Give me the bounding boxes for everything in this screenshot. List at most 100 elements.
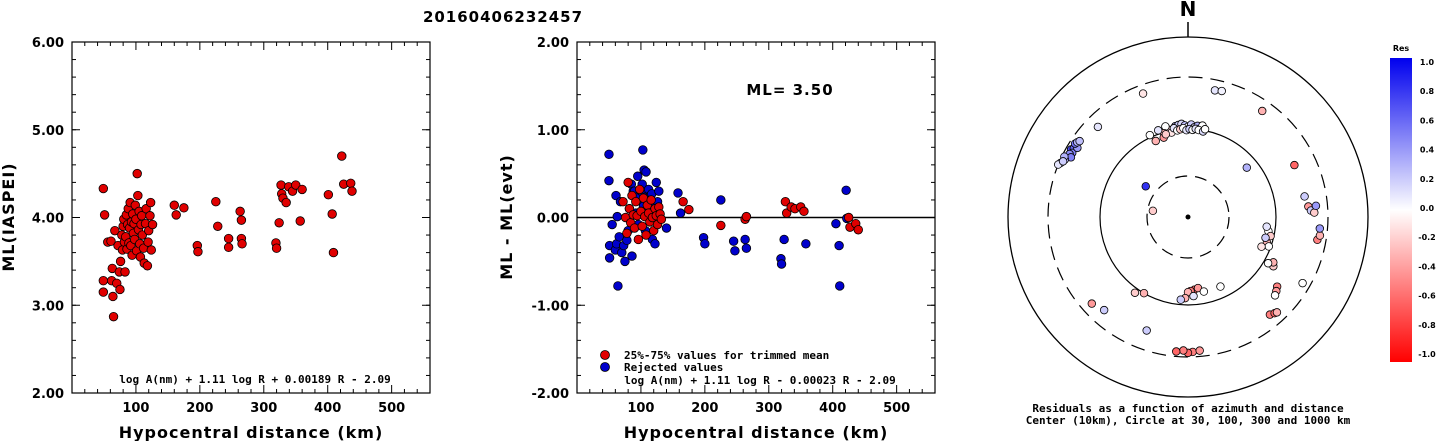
station-marker [1264, 242, 1274, 251]
data-point [327, 209, 337, 219]
colorbar-tick-label: -0.4 [1418, 262, 1436, 271]
trimmed-point [646, 195, 656, 205]
trimmed-point [631, 197, 641, 207]
data-point [347, 186, 357, 196]
station-marker [1261, 233, 1270, 242]
colorbar-tick-label: 0.4 [1420, 146, 1435, 155]
station-marker [1311, 201, 1321, 211]
x-tick-label: 300 [755, 401, 782, 416]
trimmed-point [634, 184, 645, 195]
legend: 25%-75% values for trimmed mean Rejected… [600, 349, 829, 374]
data-point [137, 230, 148, 240]
station-marker [1161, 122, 1170, 131]
data-point [108, 291, 118, 302]
x-tick-label: 100 [122, 401, 149, 416]
data-point [223, 242, 234, 253]
x-axis-label: Hypocentral distance (km) [119, 423, 384, 441]
rejected-point [627, 251, 637, 261]
trimmed-point [641, 230, 651, 240]
epicenter-dot [1185, 214, 1191, 220]
data-point [132, 168, 142, 179]
x-tick-label: 300 [250, 401, 277, 416]
rejected-point [654, 186, 664, 196]
data-point [115, 284, 125, 295]
formula-text: log A(nm) + 1.11 log R + 0.00189 R - 2.0… [119, 373, 391, 386]
data-point [108, 311, 119, 322]
trimmed-point [678, 197, 688, 207]
rejected-point [604, 175, 614, 186]
station-marker [1172, 347, 1181, 356]
data-point [295, 216, 305, 226]
data-point [143, 237, 153, 247]
data-point [133, 190, 143, 201]
panel-ml-vs-distance: 100 200 300 400 500 2.00 3.00 4.00 5.00 6.00 log … [0, 36, 431, 441]
colorbar-tick-label: 0.8 [1420, 87, 1435, 96]
colorbar-tick-label: 1.0 [1420, 58, 1435, 67]
y-tick-label: 2.00 [537, 36, 569, 51]
trimmed-point [622, 228, 632, 238]
trimmed-point [843, 212, 854, 223]
trimmed-point [799, 206, 809, 217]
rejected-point [633, 171, 643, 181]
station-marker [1189, 291, 1198, 301]
axis-ticks: 100 200 300 400 500 -2.00 -1.00 0.00 1.00 2.00 [532, 36, 936, 416]
colorbar-tick-label: 0.6 [1420, 116, 1435, 125]
data-point [179, 203, 189, 213]
trimmed-point [637, 221, 647, 231]
y-tick-label: 1.00 [537, 124, 569, 139]
trimmed-point [656, 214, 667, 224]
x-tick-label: 500 [883, 401, 910, 416]
rejected-point [638, 145, 648, 155]
station-marker [1210, 86, 1220, 95]
y-tick-label: 0.00 [537, 212, 569, 227]
colorbar-tick-label: -0.2 [1418, 233, 1436, 242]
colorbar-tick-label: 0.0 [1420, 204, 1435, 213]
station-marker [1199, 287, 1209, 296]
station-marker [1270, 291, 1280, 300]
station-marker [1176, 295, 1185, 304]
trimmed-point [684, 204, 694, 215]
panel-azimuth-residual-map: N Residuals as a function of azimuth and… [1007, 0, 1369, 427]
rejected-point [661, 223, 672, 233]
rejected-point [700, 239, 710, 249]
station-marker [1179, 346, 1188, 355]
station-marker [1258, 106, 1267, 116]
data-point [276, 180, 286, 190]
station-marker [1300, 192, 1309, 201]
rejected-point [651, 177, 661, 188]
data-point [171, 210, 181, 220]
scatter-points [98, 151, 357, 322]
station-marker [1216, 282, 1225, 291]
station-marker [1262, 222, 1271, 231]
trimmed-point [741, 211, 752, 222]
station-marker [1315, 224, 1325, 233]
rejected-point [716, 195, 726, 205]
trimmed-point [716, 220, 726, 231]
station-marker [1161, 130, 1171, 139]
y-axis-label: ML(IASPEI) [0, 162, 18, 271]
rejected-point [620, 256, 630, 267]
ring-30km [1146, 175, 1230, 259]
rejected-point [728, 236, 739, 246]
north-label: N [1180, 0, 1197, 21]
legend-label-rejected: Rejected values [624, 361, 723, 374]
rejected-point [831, 218, 841, 229]
data-point [169, 200, 179, 210]
data-point [271, 243, 282, 253]
y-tick-label: -1.00 [532, 299, 569, 314]
figure-title: 20160406232457 [423, 8, 583, 26]
data-point [110, 225, 120, 236]
station-marker [1315, 231, 1325, 240]
station-marker [1058, 157, 1068, 166]
data-point [346, 178, 356, 188]
data-point [211, 197, 221, 207]
rejected-point [841, 185, 851, 195]
rejected-point [607, 219, 617, 230]
axis-ticks: 100 200 300 400 500 2.00 3.00 4.00 5.00 6.00 [32, 36, 431, 416]
data-point [98, 183, 109, 194]
residual-colorbar: Res 1.0 0.8 0.6 0.4 0.2 0.0 -0.2 -0.4 -0.6 -0.8 -1… [1390, 44, 1436, 362]
data-point [146, 245, 156, 255]
data-point [147, 219, 158, 230]
y-tick-label: 2.00 [32, 387, 64, 402]
